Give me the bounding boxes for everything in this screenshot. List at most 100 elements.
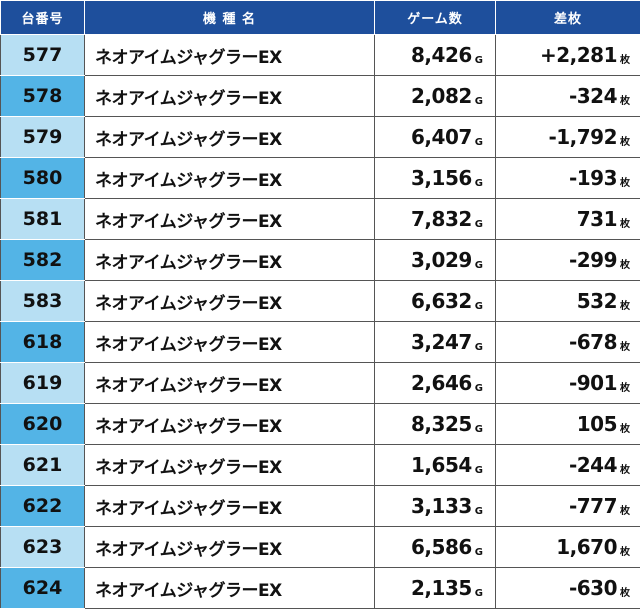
header-machine-number: 台番号 [1, 1, 85, 35]
medal-difference-value: -1,792 [548, 125, 617, 149]
game-unit-label: G [475, 465, 483, 476]
machine-number-cell: 579 [1, 117, 85, 158]
medal-unit-label: 枚 [620, 588, 630, 599]
machine-number-cell: 622 [1, 486, 85, 527]
machine-name-cell: ネオアイムジャグラーEX [85, 35, 375, 76]
medal-difference-value: 1,670 [556, 535, 617, 559]
machine-number-cell: 577 [1, 35, 85, 76]
game-count-value: 6,407 [411, 125, 472, 149]
game-unit-label: G [475, 506, 483, 517]
medal-unit-label: 枚 [620, 260, 630, 271]
game-unit-label: G [475, 588, 483, 599]
machine-name-cell: ネオアイムジャグラーEX [85, 568, 375, 609]
game-count-value: 3,133 [411, 494, 472, 518]
medal-difference-value: -299 [569, 248, 617, 272]
medal-unit-label: 枚 [620, 465, 630, 476]
machine-number-cell: 581 [1, 199, 85, 240]
machine-name-cell: ネオアイムジャグラーEX [85, 322, 375, 363]
medal-unit-label: 枚 [620, 301, 630, 312]
game-count-value: 2,135 [411, 576, 472, 600]
game-count-value: 8,426 [411, 43, 472, 67]
medal-difference-value: -630 [569, 576, 617, 600]
machine-number-cell: 624 [1, 568, 85, 609]
machine-name-cell: ネオアイムジャグラーEX [85, 76, 375, 117]
game-count-value: 7,832 [411, 207, 472, 231]
game-unit-label: G [475, 342, 483, 353]
game-unit-label: G [475, 383, 483, 394]
machine-name-cell: ネオアイムジャグラーEX [85, 486, 375, 527]
machine-number-cell: 621 [1, 445, 85, 486]
machine-name-cell: ネオアイムジャグラーEX [85, 363, 375, 404]
machine-number-cell: 578 [1, 76, 85, 117]
machine-name-cell: ネオアイムジャグラーEX [85, 158, 375, 199]
medal-difference-value: 105 [577, 412, 617, 436]
medal-unit-label: 枚 [620, 547, 630, 558]
game-count-value: 2,646 [411, 371, 472, 395]
machine-name-cell: ネオアイムジャグラーEX [85, 117, 375, 158]
game-unit-label: G [475, 260, 483, 271]
medal-unit-label: 枚 [620, 137, 630, 148]
game-unit-label: G [475, 96, 483, 107]
medal-difference-value: -324 [569, 84, 617, 108]
medal-difference-value: -244 [569, 453, 617, 477]
game-count-value: 6,632 [411, 289, 472, 313]
game-unit-label: G [475, 178, 483, 189]
medal-difference-value: -193 [569, 166, 617, 190]
game-unit-label: G [475, 219, 483, 230]
machine-number-cell: 618 [1, 322, 85, 363]
game-unit-label: G [475, 55, 483, 66]
machine-name-cell: ネオアイムジャグラーEX [85, 240, 375, 281]
machine-name-cell: ネオアイムジャグラーEX [85, 527, 375, 568]
medal-unit-label: 枚 [620, 506, 630, 517]
header-medal-difference: 差枚 [496, 1, 640, 35]
machine-number-cell: 583 [1, 281, 85, 322]
medal-difference-value: -678 [569, 330, 617, 354]
medal-difference-value: -901 [569, 371, 617, 395]
medal-unit-label: 枚 [620, 55, 630, 66]
medal-difference-value: 532 [577, 289, 617, 313]
game-count-value: 2,082 [411, 84, 472, 108]
game-unit-label: G [475, 547, 483, 558]
game-unit-label: G [475, 301, 483, 312]
medal-unit-label: 枚 [620, 219, 630, 230]
header-game-count: ゲーム数 [375, 1, 496, 35]
medal-unit-label: 枚 [620, 96, 630, 107]
game-count-value: 1,654 [411, 453, 472, 477]
machine-name-cell: ネオアイムジャグラーEX [85, 445, 375, 486]
header-row: 台番号 機 種 名 ゲーム数 差枚 [1, 1, 640, 35]
